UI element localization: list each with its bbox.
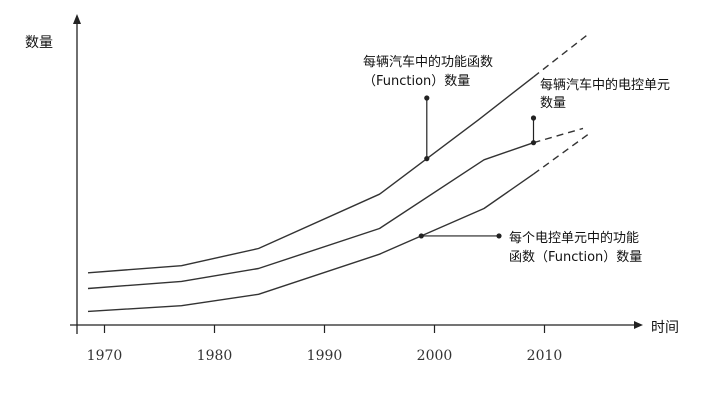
annotation-point	[418, 233, 424, 239]
x-axis-arrow-icon	[634, 321, 643, 329]
series-line-1	[87, 76, 534, 274]
series-projection-2	[533, 127, 584, 144]
annotation-dot	[530, 115, 537, 121]
y-axis-title: 数量	[25, 35, 53, 51]
series-projection-1	[533, 33, 589, 78]
x-tick-label: 1970	[87, 348, 123, 364]
axes: 数量 时间	[25, 14, 679, 336]
annotation-point	[530, 140, 537, 146]
y-axis-arrow-icon	[73, 14, 81, 24]
annotation-text-line: 每个电控单元中的功能	[509, 230, 639, 246]
annotation-text-line: 每辆汽车中的功能函数	[363, 54, 493, 70]
annotation-dot	[496, 233, 502, 239]
annotation-point	[424, 156, 430, 162]
x-axis-title: 时间	[651, 320, 679, 336]
annotation-1: 每辆汽车中的功能函数 （Function）数量	[363, 54, 493, 162]
annotation-text-line: 每辆汽车中的电控单元	[540, 77, 670, 93]
series-line-2	[87, 142, 534, 290]
x-tick-label: 2010	[527, 348, 563, 364]
series-lines	[87, 33, 589, 313]
series-projection-3	[533, 133, 589, 175]
x-tick-label: 1980	[197, 348, 233, 364]
annotation-dot	[424, 95, 430, 101]
annotation-text-line: 数量	[540, 96, 566, 111]
x-ticks: 1970 1980 1990 2000 2010	[87, 325, 563, 364]
annotations: 每辆汽车中的功能函数 （Function）数量 每辆汽车中的电控单元数量每个电控单元…	[363, 54, 670, 265]
series-line-3	[87, 173, 534, 313]
x-tick-label: 1990	[307, 348, 343, 364]
x-tick-label: 2000	[417, 348, 453, 364]
annotation-text-line: 函数（Function）数量	[509, 250, 642, 265]
annotation-text-line: （Function）数量	[363, 74, 470, 89]
